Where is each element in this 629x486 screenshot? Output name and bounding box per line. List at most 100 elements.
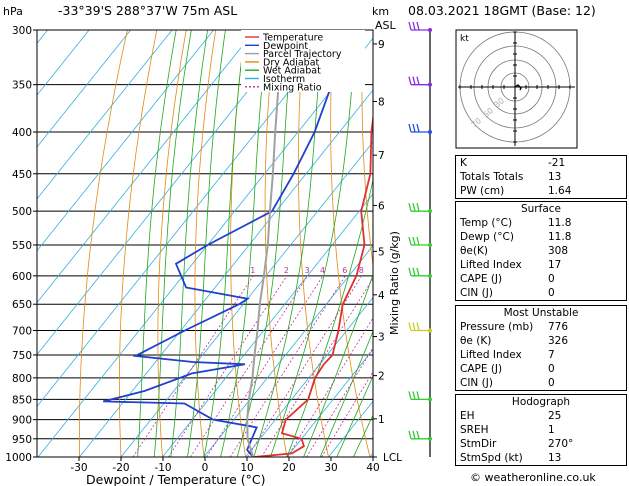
location-label: -33°39'S 288°37'W 75m ASL <box>58 3 237 18</box>
temperature-tick-label: 0 <box>202 462 209 474</box>
mixing-ratio-line <box>247 275 363 457</box>
hodograph-unit-label: kt <box>460 34 469 44</box>
mixing-ratio-line <box>132 275 254 457</box>
mixing-ratio-line <box>321 371 373 457</box>
wind-barb-feather <box>416 203 420 212</box>
legend-entry: Isotherm <box>263 74 305 85</box>
most-unstable-table: Most Unstable Pressure (mb) 776 θe (K) 326… <box>455 305 627 391</box>
chart-axes: 3003504004505005506006507007508008509009… <box>5 25 402 474</box>
wind-barb-feather <box>412 236 416 246</box>
wind-barb-feather <box>412 322 416 331</box>
temperature-tick-label: 20 <box>282 462 295 474</box>
surface-table: Surface Temp (°C) 11.8 Dewp (°C) 11.8 θe(K… <box>455 201 627 301</box>
dry-adiabat-line <box>361 30 373 269</box>
wind-barb-feather <box>412 430 416 439</box>
wind-barb-feather <box>416 391 420 400</box>
wind-barb-feather <box>408 322 412 331</box>
wet-adiabat-line <box>187 30 226 457</box>
legend-entry: Wet Adiabat <box>263 66 321 77</box>
series-parcel-trajectory <box>246 30 286 457</box>
wind-barb-feather <box>412 123 416 133</box>
isotherm-line <box>37 30 173 200</box>
wind-barb-feather <box>408 236 412 246</box>
height-tick-label: 5 <box>378 246 385 258</box>
mixing-ratio-line <box>206 275 324 457</box>
legend-entry: Mixing Ratio <box>263 82 322 93</box>
wind-barb-feather <box>412 391 416 400</box>
wind-barb-feather <box>408 267 412 276</box>
mixing-ratio-label: 20 <box>414 266 424 275</box>
pressure-tick-label: 900 <box>12 415 32 427</box>
chart-grid: 1 2 3 4 6 8 10 15 20 25 <box>0 30 453 457</box>
wind-barb-feather <box>408 21 412 31</box>
pressure-tick-label: 1000 <box>5 452 32 464</box>
isotherm-line <box>0 30 6 457</box>
wind-barb-feather <box>408 203 412 212</box>
wind-barb-feather <box>412 203 416 212</box>
mixing-ratio-label: 1 <box>250 266 255 275</box>
wind-barbs <box>408 21 432 457</box>
isotherm-line <box>286 348 373 457</box>
wind-barb-feather <box>412 267 416 276</box>
wet-adiabat-line <box>303 273 373 457</box>
mixing-ratio-label: 3 <box>305 266 310 275</box>
isotherm-line <box>37 30 297 356</box>
legend-entry: Dry Adiabat <box>263 57 320 68</box>
wet-adiabat-line <box>137 30 177 457</box>
wet-adiabat-line <box>336 375 373 457</box>
mixing-ratio-line <box>287 317 373 457</box>
isotherm-line <box>79 89 373 457</box>
series-temperature <box>253 112 373 457</box>
wind-barb-feather <box>416 430 420 439</box>
isotherm-line <box>245 296 373 457</box>
plot-frame <box>36 29 374 458</box>
pressure-tick-label: 650 <box>12 299 32 311</box>
copyright-label: © weatheronline.co.uk <box>470 471 596 484</box>
isotherm-line <box>37 30 214 252</box>
indices-table: K -21 Totals Totals 13 PW (cm) 1.64 <box>455 155 627 199</box>
wet-adiabat-line <box>319 330 373 457</box>
height-tick-label: 6 <box>378 200 385 212</box>
dry-adiabat-line <box>330 30 371 457</box>
wind-barb-feather <box>408 391 412 400</box>
isotherm-line <box>37 30 131 148</box>
wind-barb-feather <box>408 123 412 133</box>
wind-barb-feather <box>416 267 420 276</box>
index-row-k: K -21 <box>460 157 566 169</box>
wind-barb-feather <box>408 430 412 439</box>
height-tick-label: LCL <box>383 452 402 464</box>
mixing-ratio-label: 10 <box>372 266 382 275</box>
height-tick-label: 2 <box>378 371 385 383</box>
mixing-ratio-line <box>190 275 309 457</box>
wet-adiabat-line <box>170 30 208 457</box>
mixing-ratio-label: 6 <box>342 266 347 275</box>
hodograph-table: Hodograph EH 25 SREH 1 StmDir 270° StmSpd (… <box>455 394 627 466</box>
pressure-tick-label: 850 <box>12 394 32 406</box>
height-tick-label: 4 <box>378 290 385 302</box>
km-label: km <box>372 5 389 18</box>
pressure-tick-label: 350 <box>12 80 32 92</box>
temperature-tick-label: -20 <box>112 462 129 474</box>
wind-barb-feather <box>412 21 416 31</box>
hodograph-trace <box>514 84 522 91</box>
chart-series <box>102 30 373 457</box>
dry-adiabat-line <box>157 30 187 457</box>
mixing-ratio-line <box>229 275 346 457</box>
temperature-tick-label: -10 <box>154 462 171 474</box>
pressure-tick-label: 600 <box>12 271 32 283</box>
height-tick-label: 3 <box>378 332 385 344</box>
x-axis-label: Dewpoint / Temperature (°C) <box>86 472 265 486</box>
hodograph-table-title: Hodograph <box>511 396 571 408</box>
pressure-tick-label: 450 <box>12 169 32 181</box>
height-tick-label: 1 <box>378 414 385 426</box>
legend-entry: Temperature <box>262 33 323 44</box>
mixing-ratio-line <box>261 277 373 457</box>
dry-adiabat-line <box>194 30 217 457</box>
temperature-tick-label: 10 <box>240 462 253 474</box>
legend-box <box>241 30 365 92</box>
wind-barb-feather <box>416 236 420 246</box>
temperature-tick-label: 30 <box>324 462 337 474</box>
dry-adiabat-line <box>392 30 453 457</box>
pressure-tick-label: 950 <box>12 434 32 446</box>
